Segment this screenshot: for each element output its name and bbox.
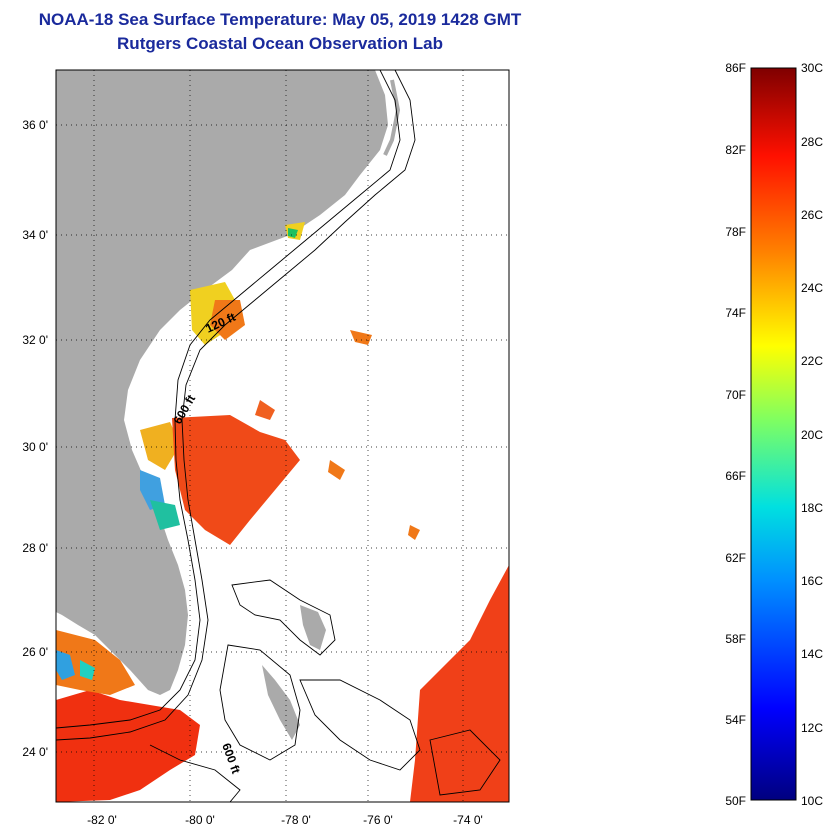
- colorbar-f-label: 86F: [725, 61, 746, 75]
- colorbar-c-label: 22C: [801, 354, 823, 368]
- lat-label: 36 0': [22, 118, 48, 132]
- colorbar-f-label: 82F: [725, 143, 746, 157]
- latitude-labels: 36 0' 34 0' 32 0' 30 0' 28 0' 26 0' 24 0…: [22, 118, 48, 759]
- colorbar-c-label: 24C: [801, 281, 823, 295]
- map-frame: [55, 69, 510, 803]
- colorbar-f-label: 54F: [725, 713, 746, 727]
- lon-label: -74 0': [453, 813, 483, 827]
- colorbar-c-labels: 30C 28C 26C 24C 22C 20C 18C 16C 14C 12C …: [801, 61, 823, 808]
- lon-label: -80 0': [185, 813, 215, 827]
- colorbar-f-label: 50F: [725, 794, 746, 808]
- lat-label: 26 0': [22, 645, 48, 659]
- map-title: NOAA-18 Sea Surface Temperature: May 05,…: [38, 10, 522, 29]
- colorbar-f-label: 58F: [725, 632, 746, 646]
- colorbar-f-label: 78F: [725, 225, 746, 239]
- colorbar: [750, 67, 797, 801]
- colorbar-f-label: 62F: [725, 551, 746, 565]
- colorbar-c-label: 20C: [801, 428, 823, 442]
- colorbar-f-labels: 86F 82F 78F 74F 70F 66F 62F 58F 54F 50F: [725, 61, 746, 808]
- bathymetry-contours: [56, 70, 501, 802]
- map-subtitle: Rutgers Coastal Ocean Observation Lab: [117, 34, 443, 53]
- lat-label: 24 0': [22, 745, 48, 759]
- colorbar-f-label: 70F: [725, 388, 746, 402]
- lat-label: 30 0': [22, 440, 48, 454]
- colorbar-c-label: 12C: [801, 721, 823, 735]
- colorbar-f-label: 74F: [725, 306, 746, 320]
- lon-label: -82 0': [87, 813, 117, 827]
- colorbar-c-label: 14C: [801, 647, 823, 661]
- longitude-labels: -82 0' -80 0' -78 0' -76 0' -74 0': [87, 813, 483, 827]
- colorbar-c-label: 10C: [801, 794, 823, 808]
- colorbar-c-label: 30C: [801, 61, 823, 75]
- sst-patches: [56, 222, 509, 802]
- colorbar-f-label: 66F: [725, 469, 746, 483]
- lat-label: 28 0': [22, 541, 48, 555]
- graticule: [56, 70, 509, 802]
- lat-label: 34 0': [22, 228, 48, 242]
- colorbar-c-label: 18C: [801, 501, 823, 515]
- lat-label: 32 0': [22, 333, 48, 347]
- lon-label: -78 0': [281, 813, 311, 827]
- colorbar-c-label: 28C: [801, 135, 823, 149]
- land-southeast-us: [56, 70, 388, 695]
- colorbar-c-label: 26C: [801, 208, 823, 222]
- colorbar-c-label: 16C: [801, 574, 823, 588]
- lon-label: -76 0': [363, 813, 393, 827]
